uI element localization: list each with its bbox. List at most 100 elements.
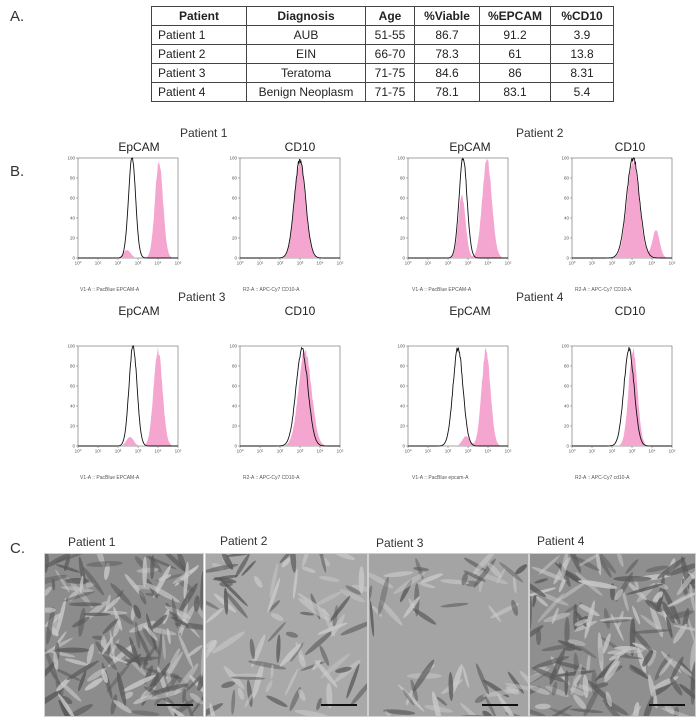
cell xyxy=(383,571,414,578)
control-histogram-line xyxy=(240,346,340,447)
cell xyxy=(149,690,183,700)
table-cell: 71-75 xyxy=(365,82,415,102)
cell xyxy=(82,566,105,596)
x-tick-label: 10² xyxy=(445,449,452,454)
cell xyxy=(497,694,518,716)
cell xyxy=(538,555,560,575)
cell xyxy=(333,554,355,560)
cell xyxy=(632,629,671,634)
cell xyxy=(339,589,366,603)
cell xyxy=(270,664,274,679)
x-tick-label: 10⁵ xyxy=(669,449,676,454)
cell xyxy=(172,566,199,584)
table-cell: Benign Neoplasm xyxy=(246,82,366,102)
cell xyxy=(485,696,497,716)
cell xyxy=(369,572,394,589)
panel-b-label: B. xyxy=(10,163,25,180)
cell xyxy=(121,674,156,693)
x-tick-label: 10¹ xyxy=(257,261,264,266)
histogram-p4-epcam: 0 20 40 60 80 100 10⁰ 10¹ 10² 10³ 10⁴ 10⁵ xyxy=(396,344,511,458)
cell xyxy=(143,624,158,641)
x-tick-label: 10³ xyxy=(297,261,304,266)
table-cell: Patient 1 xyxy=(151,25,247,45)
y-tick-label: 20 xyxy=(70,236,76,241)
cell xyxy=(177,554,187,572)
x-tick-label: 10⁰ xyxy=(405,449,412,454)
histogram-p3-cd10: 0 20 40 60 80 100 10⁰ 10¹ 10² 10³ 10⁴ 10⁵ xyxy=(228,344,343,458)
cell xyxy=(605,691,613,707)
cell xyxy=(223,554,256,557)
cell xyxy=(206,608,224,623)
cell xyxy=(78,670,87,692)
cell xyxy=(519,670,528,699)
cell xyxy=(599,616,634,622)
cell xyxy=(55,597,67,637)
cell xyxy=(72,616,90,628)
y-tick-label: 100 xyxy=(229,156,237,161)
panel-c-label: C. xyxy=(10,540,25,557)
x-tick-label: 10² xyxy=(115,261,122,266)
x-tick-label: 10³ xyxy=(629,261,636,266)
cell xyxy=(576,644,597,659)
cell xyxy=(666,562,695,576)
cell xyxy=(649,600,666,612)
y-tick-label: 0 xyxy=(72,444,75,449)
cell xyxy=(591,669,597,696)
cell xyxy=(602,633,611,654)
cell xyxy=(578,580,618,589)
cell xyxy=(83,612,111,616)
cell xyxy=(461,572,468,586)
x-tick-label: 10⁰ xyxy=(237,449,244,454)
cell xyxy=(64,658,89,666)
cell xyxy=(267,600,281,613)
cell xyxy=(556,581,587,602)
y-tick-label: 20 xyxy=(564,236,570,241)
cell xyxy=(670,656,684,680)
cell xyxy=(397,684,425,712)
x-tick-label: 10⁵ xyxy=(175,261,182,266)
cell xyxy=(51,618,58,636)
y-tick-label: 100 xyxy=(397,156,405,161)
x-tick-label: 10⁵ xyxy=(669,261,676,266)
cell xyxy=(241,560,256,576)
cell xyxy=(66,660,99,681)
y-tick-label: 20 xyxy=(400,236,406,241)
stained-histogram-area xyxy=(240,159,340,258)
cell xyxy=(578,554,600,567)
cell xyxy=(604,702,630,716)
y-tick-label: 80 xyxy=(232,176,238,181)
x-tick-label: 10⁵ xyxy=(337,449,344,454)
cell xyxy=(549,707,583,716)
cell xyxy=(266,695,288,708)
cell xyxy=(570,664,582,695)
cell xyxy=(112,620,121,637)
cell xyxy=(95,641,117,671)
cell xyxy=(420,573,444,583)
cell xyxy=(512,575,517,594)
cell xyxy=(113,700,132,714)
x-tick-label: 10² xyxy=(609,261,616,266)
cell xyxy=(171,598,179,629)
cell xyxy=(499,562,524,583)
cell xyxy=(79,575,84,594)
cell xyxy=(625,559,639,574)
cell xyxy=(142,556,148,588)
cell xyxy=(384,710,404,716)
cell xyxy=(94,554,105,567)
marker-title-cd10: CD10 xyxy=(614,304,646,318)
cell xyxy=(329,595,351,623)
cell xyxy=(157,629,163,666)
cell xyxy=(53,667,82,681)
marker-title-epcam: EpCAM xyxy=(449,304,491,318)
control-histogram-line xyxy=(78,345,178,447)
cell xyxy=(690,642,695,672)
cell xyxy=(206,703,224,716)
cell xyxy=(83,601,107,622)
y-tick-label: 20 xyxy=(564,424,570,429)
cell xyxy=(576,603,600,617)
header-diagnosis: Diagnosis xyxy=(246,6,366,26)
cell xyxy=(45,689,63,711)
cell xyxy=(253,576,263,588)
cell xyxy=(237,687,244,700)
marker-title-cd10: CD10 xyxy=(284,140,316,154)
